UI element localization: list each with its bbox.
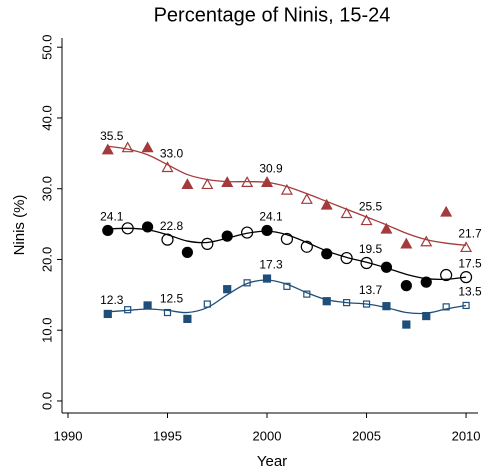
- marker: [422, 311, 431, 321]
- value-label: 12.5: [160, 292, 184, 306]
- chart-title: Percentage of Ninis, 15-24: [154, 4, 391, 26]
- marker: [102, 224, 114, 237]
- x-tick-label: 2000: [253, 428, 282, 443]
- marker: [462, 301, 470, 310]
- marker: [261, 224, 273, 237]
- value-label: 13.7: [359, 283, 383, 297]
- value-label: 24.1: [100, 210, 124, 224]
- marker: [280, 183, 293, 195]
- value-label: 30.9: [259, 162, 283, 176]
- y-tick-label: 10.0: [39, 318, 54, 343]
- marker: [303, 290, 311, 298]
- marker: [321, 248, 333, 260]
- marker: [221, 230, 233, 242]
- marker: [201, 237, 214, 250]
- marker: [300, 240, 313, 253]
- marker: [300, 193, 313, 204]
- marker: [402, 320, 411, 329]
- marker: [400, 280, 412, 292]
- marker: [241, 176, 254, 187]
- y-tick-label: 0.0: [39, 392, 54, 410]
- marker: [101, 143, 114, 155]
- x-tick-label: 2010: [452, 428, 481, 443]
- marker: [400, 237, 413, 249]
- marker: [201, 178, 214, 190]
- value-label: 22.8: [160, 219, 184, 233]
- marker: [322, 297, 331, 306]
- marker: [459, 271, 473, 284]
- value-label: 19.5: [359, 242, 383, 256]
- value-label: 25.5: [359, 200, 383, 214]
- marker: [121, 222, 134, 235]
- marker: [442, 303, 450, 311]
- marker: [163, 308, 172, 317]
- trend-line: [107, 145, 467, 246]
- marker: [440, 268, 453, 282]
- y-tick-label: 30.0: [39, 176, 54, 201]
- marker: [141, 221, 154, 233]
- marker: [143, 301, 152, 310]
- marker: [223, 285, 232, 294]
- value-label: 13.5: [458, 285, 482, 299]
- marker: [262, 274, 272, 283]
- marker: [260, 176, 274, 187]
- marker: [380, 261, 393, 273]
- y-tick-label: 50.0: [39, 35, 54, 60]
- marker: [161, 161, 174, 173]
- y-tick-label: 40.0: [39, 105, 54, 130]
- marker: [340, 207, 353, 219]
- value-label: 17.3: [259, 258, 283, 272]
- marker: [440, 205, 453, 217]
- marker: [420, 276, 432, 288]
- marker: [343, 299, 351, 307]
- x-tick-label: 2005: [352, 428, 381, 443]
- marker: [183, 314, 192, 323]
- marker: [360, 214, 373, 226]
- marker: [124, 306, 132, 314]
- marker: [280, 232, 294, 246]
- marker: [203, 300, 211, 308]
- marker: [380, 222, 393, 234]
- marker: [103, 309, 112, 319]
- value-label: 12.3: [100, 293, 124, 307]
- marker: [141, 141, 154, 153]
- y-tick-label: 20.0: [39, 247, 54, 272]
- y-axis-label: Ninis (%): [11, 195, 28, 256]
- marker: [362, 300, 371, 308]
- marker: [121, 141, 134, 153]
- marker: [420, 235, 433, 247]
- marker: [360, 256, 373, 270]
- marker: [241, 226, 254, 239]
- x-tick-label: 1990: [54, 428, 83, 443]
- marker: [243, 279, 251, 287]
- marker: [382, 302, 391, 311]
- marker: [221, 176, 234, 187]
- x-tick-label: 1995: [153, 428, 182, 443]
- marker: [340, 251, 353, 265]
- marker: [181, 246, 193, 258]
- trend-line: [107, 279, 467, 315]
- marker: [460, 241, 473, 253]
- value-label: 17.5: [458, 256, 482, 270]
- x-axis-label: Year: [257, 453, 287, 470]
- marker: [320, 198, 333, 210]
- value-label: 33.0: [160, 147, 184, 161]
- marker: [283, 282, 291, 290]
- value-label: 35.5: [100, 129, 124, 143]
- marker: [181, 178, 194, 190]
- value-label: 21.7: [458, 227, 482, 241]
- value-label: 24.1: [259, 210, 283, 224]
- marker: [161, 233, 174, 246]
